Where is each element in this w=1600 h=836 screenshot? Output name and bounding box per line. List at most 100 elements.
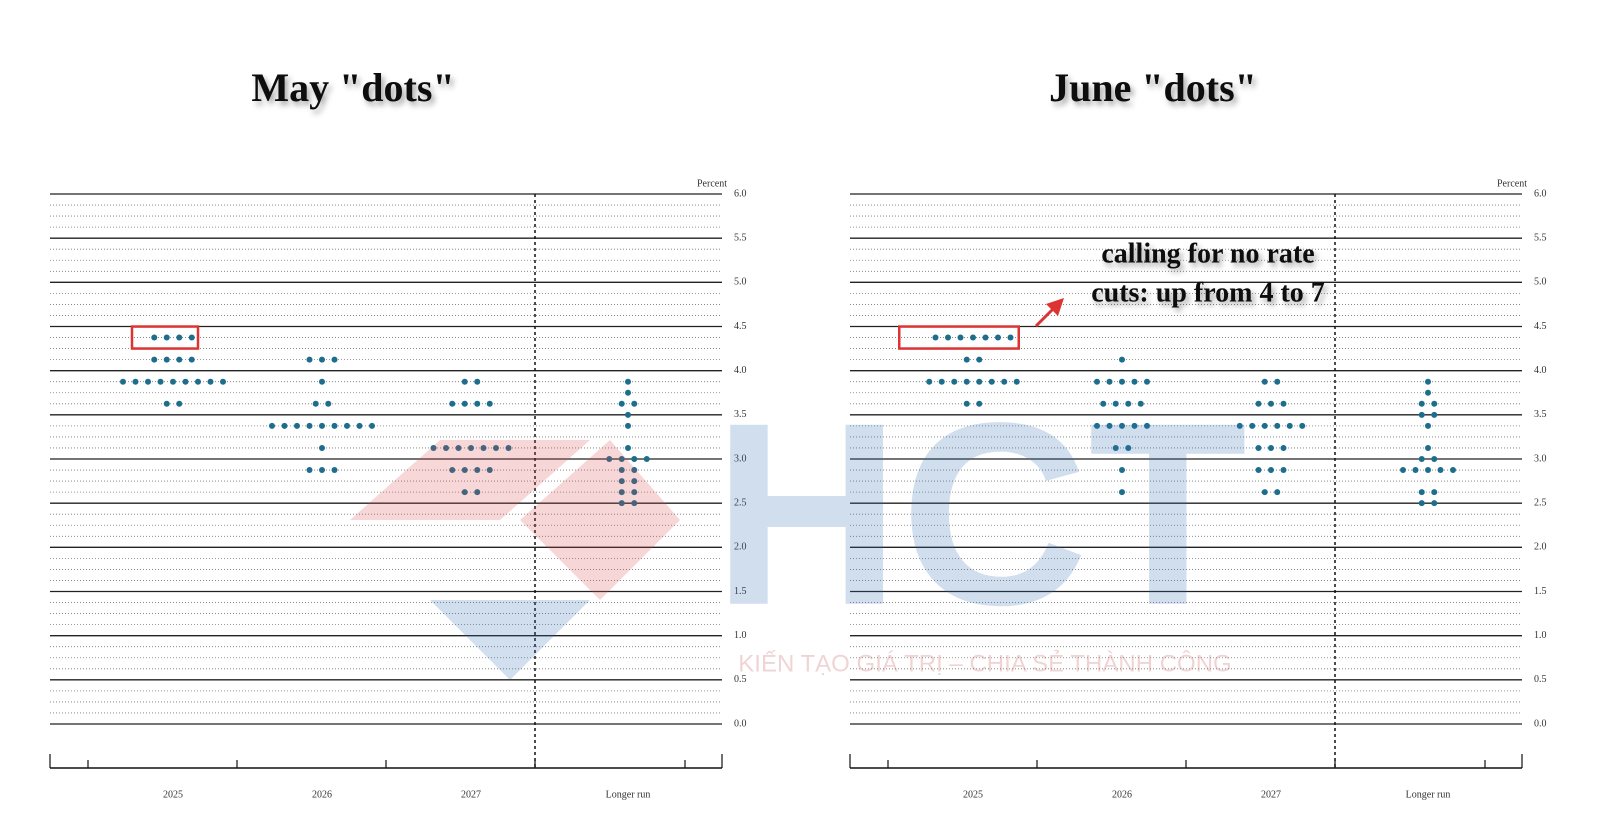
dot xyxy=(1131,378,1138,385)
dot xyxy=(1274,378,1281,385)
dot xyxy=(976,378,983,385)
dot xyxy=(1412,467,1419,474)
y-tick-label: 3.5 xyxy=(734,409,747,420)
dot xyxy=(1431,489,1438,496)
y-tick-label: 1.5 xyxy=(734,586,747,597)
dot xyxy=(631,456,638,462)
dot xyxy=(493,444,499,451)
dot xyxy=(1119,467,1125,474)
dot xyxy=(151,334,158,341)
y-tick-label: 1.0 xyxy=(734,630,747,641)
dot xyxy=(618,400,625,407)
dot xyxy=(163,400,170,407)
dot xyxy=(1425,444,1431,451)
dot xyxy=(176,356,183,363)
x-tick-label: 2025 xyxy=(963,789,983,800)
dot xyxy=(606,456,613,462)
dot xyxy=(1274,422,1281,429)
dot xyxy=(1261,489,1268,496)
dot xyxy=(1125,400,1132,407)
dot xyxy=(474,467,481,474)
dot xyxy=(1280,467,1287,474)
y-tick-label: 4.5 xyxy=(734,321,747,332)
dot xyxy=(1274,489,1281,496)
dot xyxy=(207,378,214,385)
dot xyxy=(631,478,638,485)
dot xyxy=(963,400,970,407)
y-tick-label: 0.5 xyxy=(734,674,747,685)
dot xyxy=(132,378,139,385)
dot xyxy=(631,400,638,407)
dot xyxy=(1299,422,1306,429)
dot xyxy=(319,422,325,429)
y-tick-label: 4.5 xyxy=(1534,321,1547,332)
dot xyxy=(163,334,170,341)
dot xyxy=(1112,400,1119,407)
dot xyxy=(945,334,951,341)
dot xyxy=(926,378,933,385)
dot xyxy=(1450,467,1456,474)
dot xyxy=(1261,422,1268,429)
dot xyxy=(325,400,332,407)
y-tick-label: 2.5 xyxy=(1534,497,1547,508)
dot xyxy=(1431,500,1438,507)
dot xyxy=(145,378,151,385)
dot xyxy=(1013,378,1020,385)
x-tick-label: Longer run xyxy=(606,789,651,800)
dot xyxy=(1431,411,1438,418)
panel: May "dots" Percent 0.0 0.5 1.0 1.5 2.0 2.5 3.0 3.… xyxy=(49,65,747,800)
dot xyxy=(486,400,493,407)
y-tick-label: 0.0 xyxy=(1534,718,1547,729)
y-tick-label: 5.0 xyxy=(734,277,747,288)
y-tick-label: 1.5 xyxy=(1534,586,1547,597)
dot xyxy=(1144,378,1150,385)
dot xyxy=(982,334,989,341)
dot xyxy=(618,489,625,496)
dot xyxy=(331,356,338,363)
dot xyxy=(625,389,631,396)
dot xyxy=(1437,467,1444,474)
dot xyxy=(618,478,625,485)
dot xyxy=(1094,378,1100,385)
dot xyxy=(1137,400,1144,407)
dot xyxy=(995,334,1001,341)
dot xyxy=(1268,467,1274,474)
dot xyxy=(976,356,983,363)
dot xyxy=(176,400,183,407)
chart-title: May "dots" xyxy=(251,65,454,110)
y-tick-label: 5.5 xyxy=(734,232,747,243)
dot xyxy=(625,444,631,451)
y-tick-label: 4.0 xyxy=(1534,365,1547,376)
dot xyxy=(319,378,325,385)
dot xyxy=(306,422,313,429)
dot xyxy=(625,411,631,418)
dot xyxy=(356,422,363,429)
dot xyxy=(182,378,189,385)
dot xyxy=(461,489,468,496)
dot xyxy=(631,467,638,474)
dot xyxy=(344,422,350,429)
logo-text: HCT xyxy=(713,370,1247,660)
chart-title: June "dots" xyxy=(1049,65,1257,110)
dot xyxy=(157,378,164,385)
dot xyxy=(643,456,650,462)
y-tick-label: 2.0 xyxy=(1534,542,1547,553)
dot xyxy=(461,467,468,474)
y-tick-label: 5.5 xyxy=(1534,232,1547,243)
dot xyxy=(319,467,325,474)
dot xyxy=(1286,422,1293,429)
dot xyxy=(988,378,995,385)
dot xyxy=(1125,444,1132,451)
dot xyxy=(1100,400,1107,407)
dot xyxy=(951,378,958,385)
y-tick-label: 2.5 xyxy=(734,497,747,508)
annotation: cuts: up from 4 to 7 xyxy=(1091,277,1325,308)
dot xyxy=(1007,334,1014,341)
dot xyxy=(474,400,481,407)
dot xyxy=(319,356,325,363)
dot xyxy=(1261,378,1268,385)
dot xyxy=(970,334,976,341)
dot xyxy=(1094,422,1100,429)
dot xyxy=(220,378,226,385)
y-tick-label: 3.0 xyxy=(734,453,747,464)
